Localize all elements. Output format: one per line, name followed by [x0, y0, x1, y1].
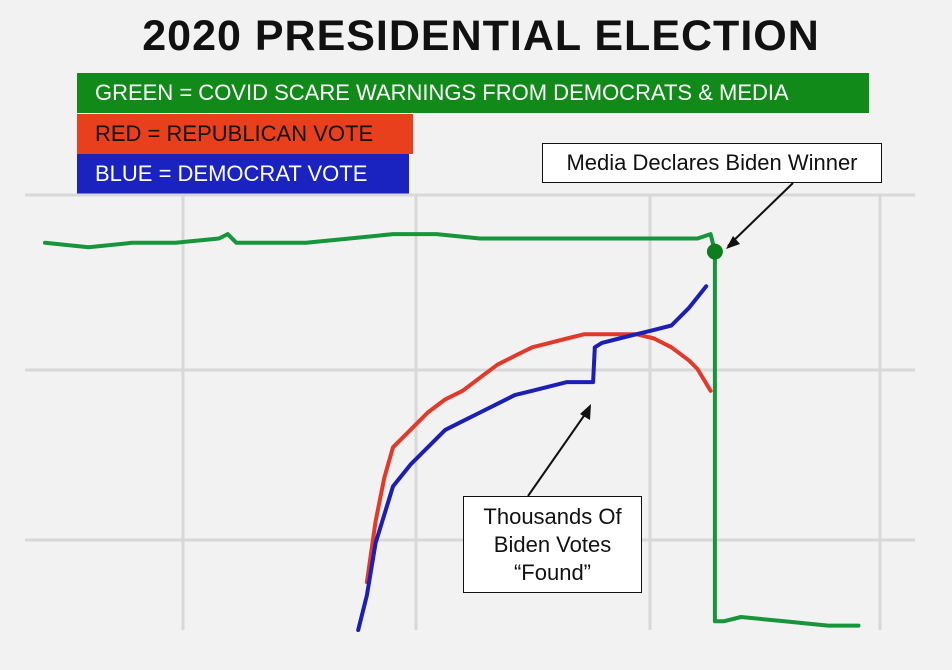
chart-series [43, 232, 861, 632]
chart-grid [25, 193, 915, 630]
red-series-line [364, 332, 713, 585]
media-declares-callout: Media Declares Biden Winner [542, 143, 882, 183]
annotation-arrows [527, 182, 794, 497]
chart-title: 2020 PRESIDENTIAL ELECTION [142, 12, 820, 60]
found-arrowhead [580, 404, 591, 420]
media-arrowhead [726, 236, 740, 249]
found-arrow [527, 409, 589, 497]
blue-series-line [356, 284, 709, 632]
legend-red: RED = REPUBLICAN VOTE [77, 114, 413, 154]
votes-found-callout: Thousands Of Biden Votes “Found” [463, 496, 642, 593]
legend-blue: BLUE = DEMOCRAT VOTE [77, 154, 409, 194]
legend-green: GREEN = COVID SCARE WARNINGS FROM DEMOCR… [77, 73, 869, 113]
green-series-line [43, 232, 861, 628]
winner-marker-point [706, 243, 723, 260]
media-arrow [727, 182, 794, 247]
